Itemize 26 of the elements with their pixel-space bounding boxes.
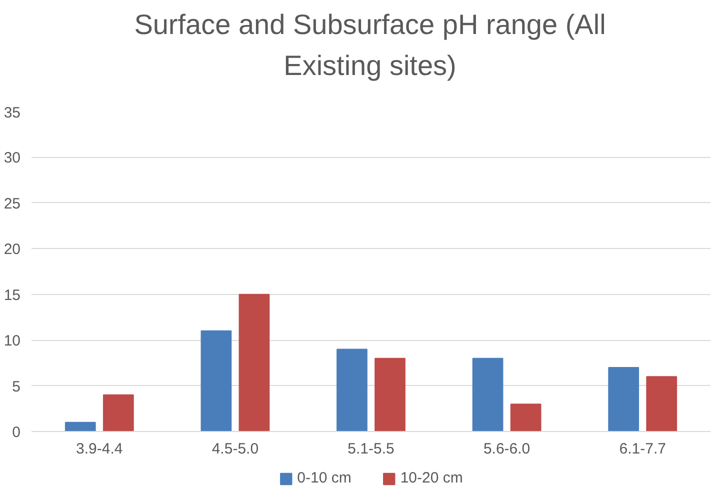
- bar: [64, 422, 96, 432]
- bar: [510, 404, 542, 432]
- chart-title: Surface and Subsurface pH range (All Existing sites): [133, 8, 607, 83]
- x-tick-label: 3.9-4.4: [76, 440, 123, 458]
- bar: [608, 367, 640, 432]
- x-tick-label: 5.1-5.5: [348, 440, 394, 458]
- y-tick-label: 25: [4, 195, 21, 212]
- x-tick-label: 5.6-6.0: [483, 440, 530, 458]
- bar: [238, 294, 270, 432]
- bar: [102, 394, 134, 432]
- bar: [646, 376, 678, 432]
- y-tick-label: 35: [4, 104, 21, 122]
- y-tick-label: 15: [4, 286, 21, 304]
- y-tick-label: 0: [12, 424, 20, 441]
- y-tick-label: 20: [4, 241, 21, 258]
- bar: [472, 358, 504, 432]
- y-tick-label: 5: [12, 378, 20, 396]
- x-tick-label: 6.1-7.7: [619, 440, 666, 458]
- legend-label: 0-10 cm: [297, 470, 352, 486]
- legend-label: 10-20 cm: [400, 470, 463, 486]
- bar: [374, 358, 406, 432]
- y-tick-label: 30: [4, 150, 21, 167]
- bar: [200, 330, 232, 432]
- y-tick-label: 10: [4, 332, 21, 350]
- x-tick-label: 4.5-5.0: [212, 440, 259, 458]
- bar: [336, 348, 368, 432]
